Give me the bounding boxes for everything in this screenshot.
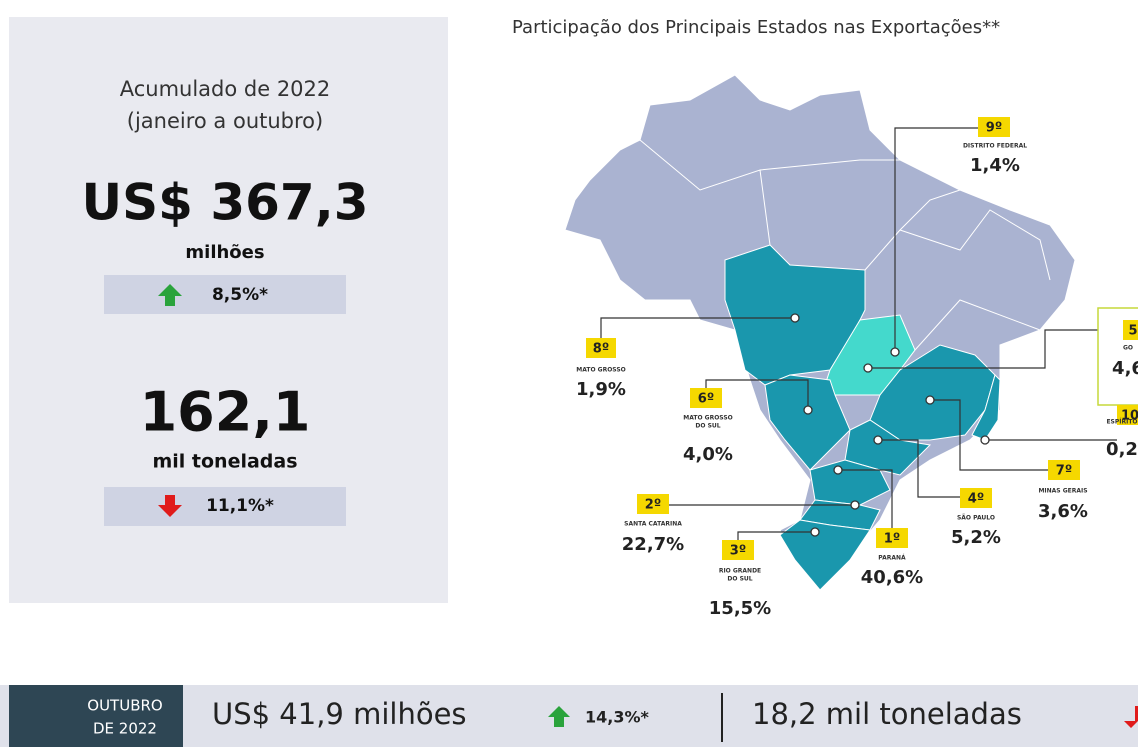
state-rank: 8º (593, 342, 609, 357)
state-name: SÃO PAULO (957, 515, 995, 522)
marker (925, 395, 935, 405)
marker (863, 363, 873, 373)
leader-line (705, 379, 809, 410)
change-box (104, 275, 346, 314)
state-name: RIO GRANDE (719, 568, 761, 575)
marker (890, 347, 900, 357)
rank-badge (690, 388, 722, 408)
border (639, 139, 771, 246)
border (899, 209, 1051, 281)
state-rs (779, 519, 871, 591)
rank-badge (960, 488, 992, 508)
leader-line (894, 127, 978, 352)
footer-value: US$ 41,9 milhões (212, 697, 467, 731)
border (864, 189, 961, 271)
state-share: 1,9% (576, 379, 626, 400)
down-arrow (1124, 706, 1138, 728)
value-change: 8,5%* (212, 285, 268, 305)
rank-badge (586, 338, 616, 358)
marker (980, 435, 990, 445)
state-name: DO SUL (727, 576, 752, 583)
rank-badge (1117, 405, 1138, 425)
change-box (104, 487, 346, 526)
map-title: Participação dos Principais Estados nas … (512, 17, 1000, 38)
footer-period-box (9, 685, 183, 747)
state-rank: 5 (1128, 324, 1137, 339)
leaders (600, 127, 1117, 540)
state-name: GO (1123, 345, 1133, 352)
state-rank: 3º (730, 544, 746, 559)
value: US$ 367,3 (82, 174, 369, 232)
border (914, 299, 1041, 351)
footer-period: DE 2022 (93, 720, 157, 738)
rank-badge (637, 494, 669, 514)
state-rank: 10 (1121, 409, 1138, 424)
volume: 162,1 (140, 381, 311, 444)
footer-period: OUTUBRO (87, 697, 162, 715)
state-name: MATO GROSSO (683, 415, 733, 422)
rank-badge (1123, 320, 1138, 340)
state-share: 5,2% (951, 527, 1001, 548)
leader-line (838, 469, 893, 528)
volume-change: 11,1%* (206, 496, 274, 516)
state-rank: 4º (968, 492, 984, 507)
state-share: 0,2 (1106, 439, 1138, 460)
state-name: DO SUL (695, 423, 720, 430)
state-share: 22,7% (622, 534, 684, 555)
border (759, 159, 900, 171)
state-name: MATO GROSSO (576, 367, 626, 374)
value-unit: milhões (185, 242, 264, 263)
leader-line (878, 439, 960, 498)
marker (803, 405, 813, 415)
footer-value-change: 14,3%* (585, 708, 650, 727)
brazil-map (564, 74, 1076, 591)
leader-line (600, 317, 795, 338)
up-arrow (548, 706, 570, 727)
state-share: 1,4% (970, 155, 1020, 176)
period-range: (janeiro a outubro) (127, 109, 323, 133)
leader-line (930, 399, 1048, 471)
state-rank: 1º (884, 532, 900, 547)
rank-badge (722, 540, 754, 560)
state-rank: 6º (698, 392, 714, 407)
period: Acumulado de 2022 (120, 77, 331, 101)
marker (790, 313, 800, 323)
state-name: PARANÁ (878, 555, 906, 562)
down-arrow (158, 495, 182, 517)
state-share: 4,0% (683, 444, 733, 465)
rank-badge (1048, 460, 1080, 480)
leader-line (737, 531, 815, 540)
state-name: SANTA CATARINA (624, 521, 682, 528)
marker (850, 500, 860, 510)
rank-badge (876, 528, 908, 548)
leader-line (868, 329, 1098, 369)
rank-badge (978, 117, 1010, 137)
footer-volume: 18,2 mil toneladas (752, 697, 1022, 731)
state-rank: 7º (1056, 464, 1072, 479)
marker (873, 435, 883, 445)
state-name: ESPÍRITO (1106, 418, 1137, 426)
state-share: 3,6% (1038, 501, 1088, 522)
state-name: MINAS GERAIS (1038, 488, 1087, 495)
marker (810, 527, 820, 537)
up-arrow (158, 284, 182, 306)
state-labels: 9º DISTRITO FEDERAL 1,4% 8º MATO GROSSO 1,9% 6… (576, 117, 1138, 619)
volume-unit: mil toneladas (152, 451, 297, 473)
state-share: 4,6 (1112, 358, 1138, 379)
state-rank: 2º (645, 498, 661, 513)
state-name: DISTRITO FEDERAL (963, 143, 1027, 150)
state-share: 40,6% (861, 567, 923, 588)
state-share: 15,5% (709, 598, 771, 619)
marker (833, 465, 843, 475)
state-rank: 9º (986, 121, 1002, 136)
